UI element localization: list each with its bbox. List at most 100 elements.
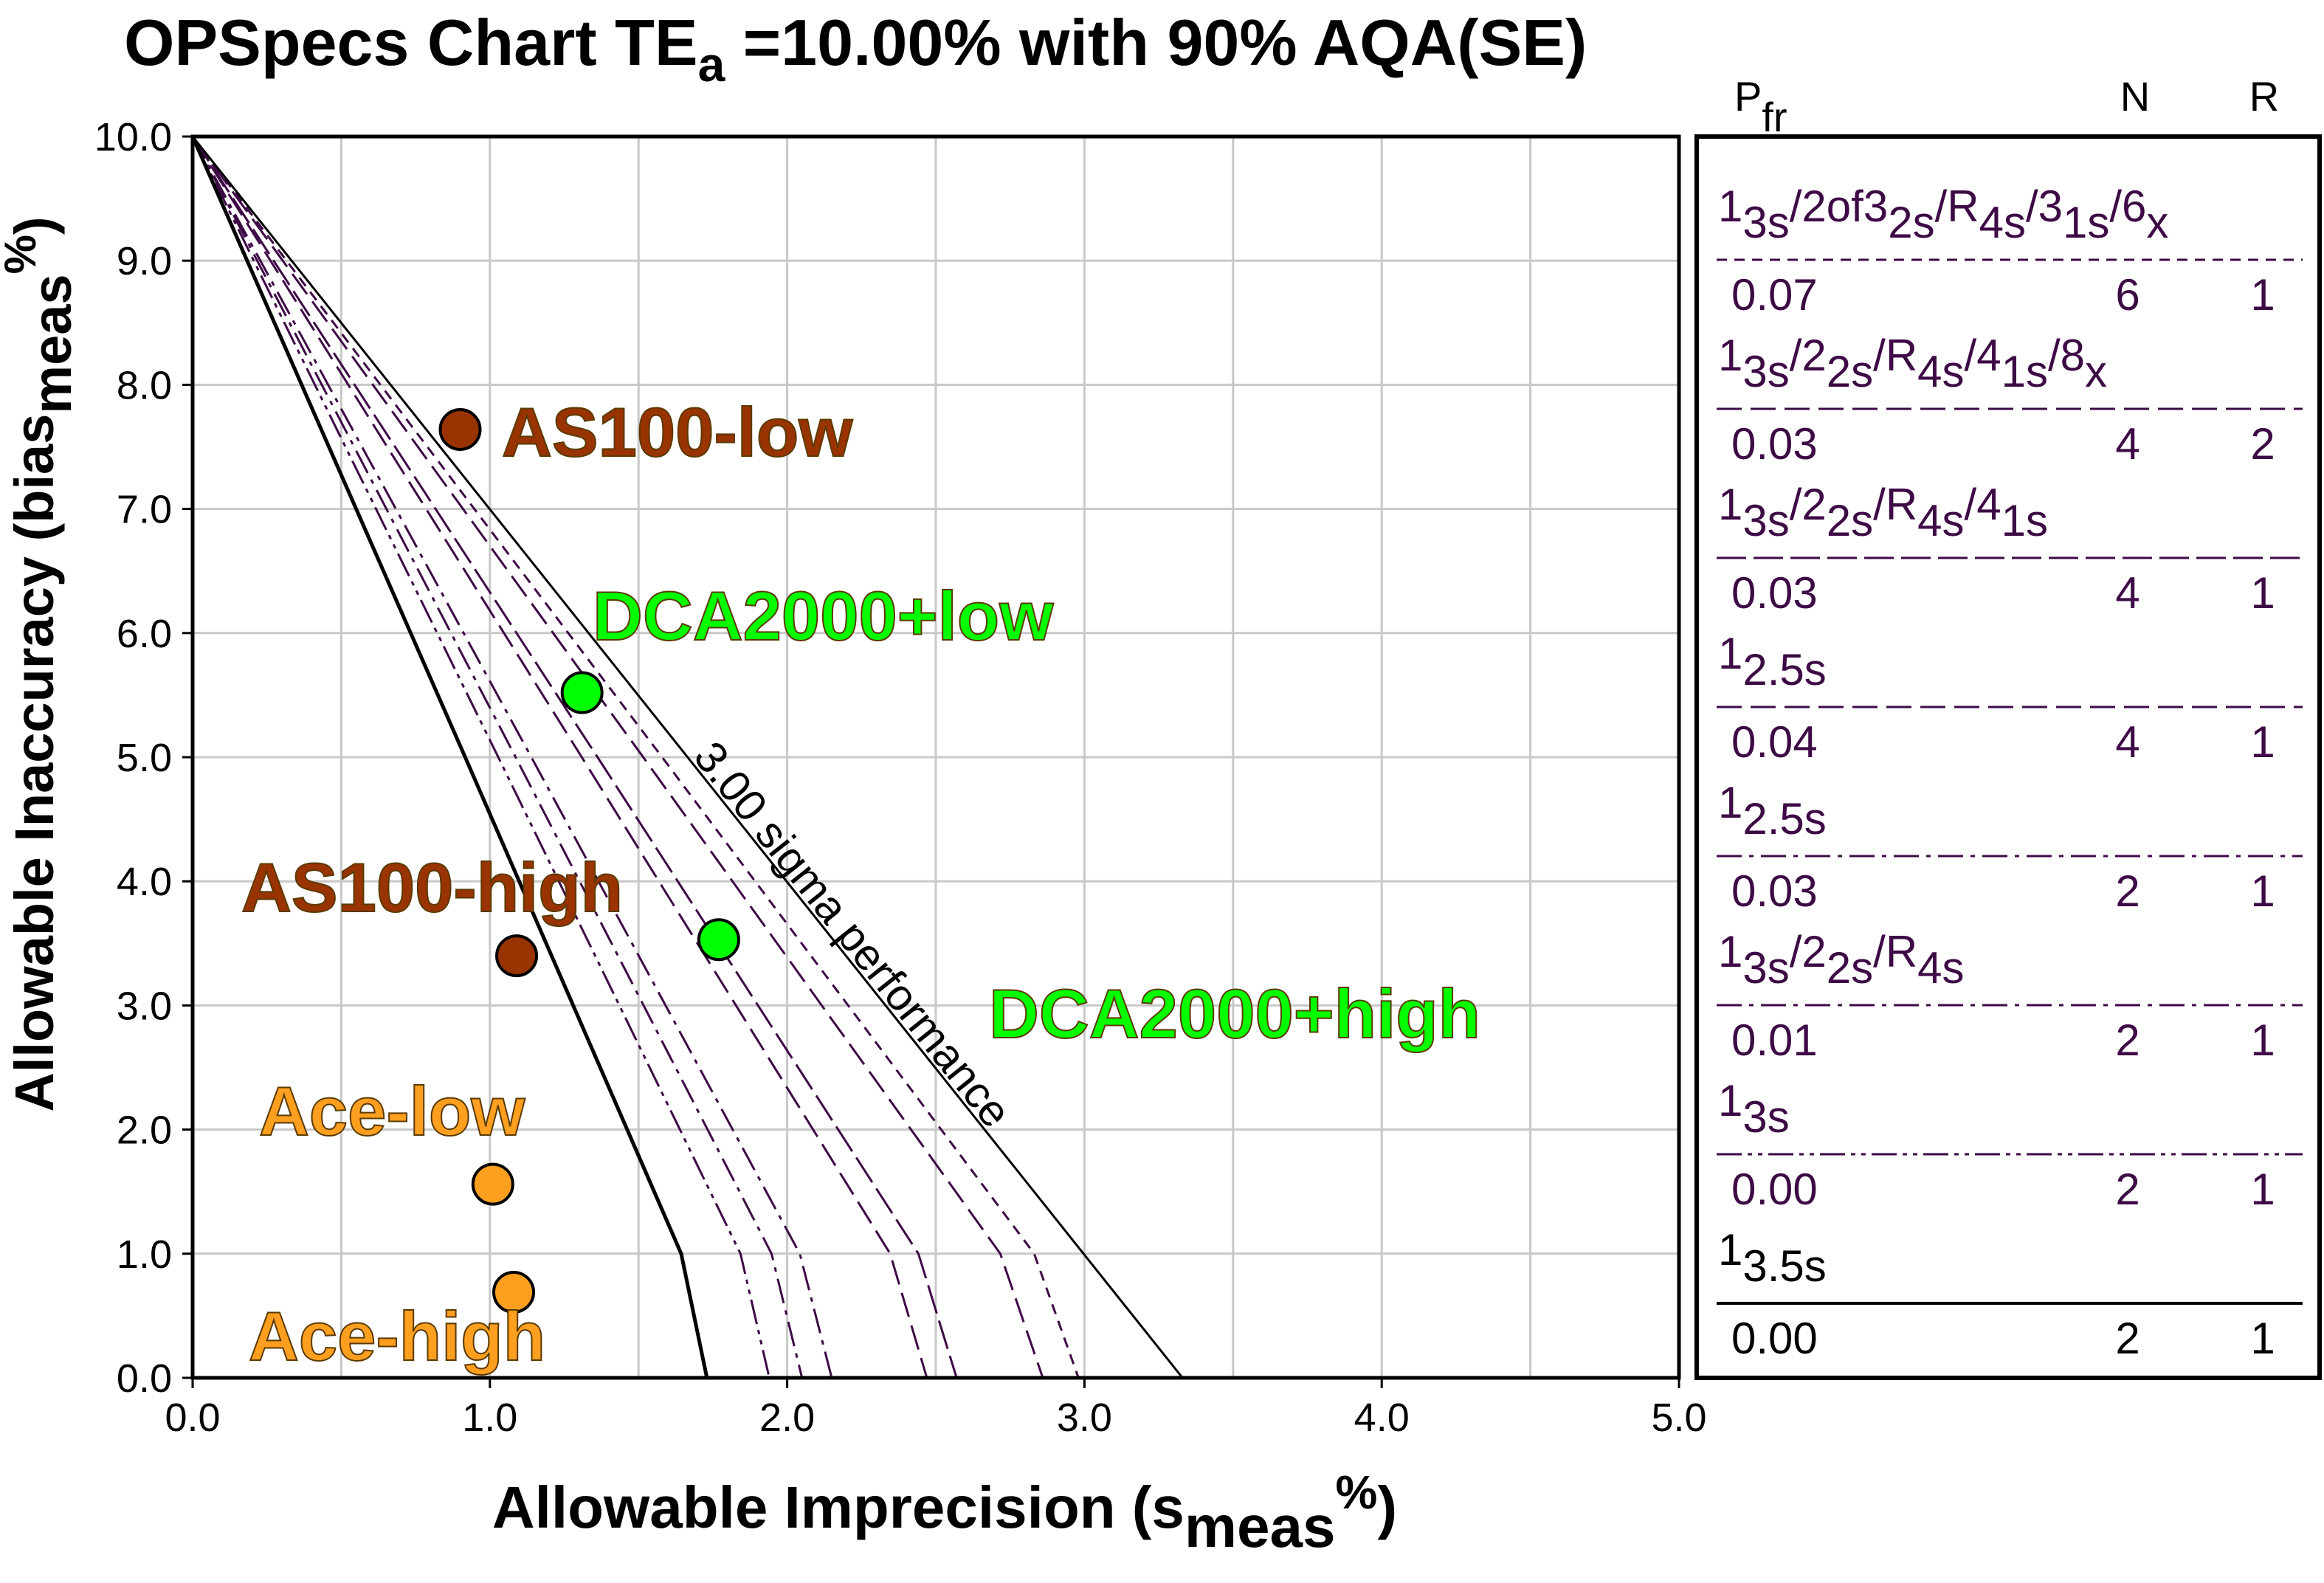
data-point-label: AS100-low [502, 393, 853, 471]
rule-line [191, 136, 928, 1379]
legend-rule-label: 13s [1718, 1076, 1790, 1142]
legend-pfr-value: 0.01 [1731, 1015, 1818, 1065]
legend-label-part: 3.5s [1742, 1241, 1826, 1291]
legend-label-part: /2of3 [1790, 182, 1888, 231]
legend-label-part: 2s [1827, 347, 1873, 396]
rule-line [191, 136, 833, 1379]
legend-label-part: 2s [1888, 198, 1934, 247]
data-point-label: Ace-low [259, 1072, 525, 1150]
y-tick-label: 6.0 [117, 612, 172, 656]
legend-label-part: /6 [2109, 182, 2146, 231]
sigma-line [191, 136, 1184, 1379]
data-point-label: DCA2000+high [989, 975, 1480, 1052]
legend-label-part: /4 [1965, 480, 2001, 529]
legend-label-part: 3s [1742, 943, 1789, 993]
legend-label-part: 1s [2001, 496, 2048, 545]
legend-r-value: 2 [2250, 419, 2275, 469]
legend-n-value: 2 [2115, 866, 2139, 916]
y-tick-label: 0.0 [117, 1356, 172, 1401]
legend-label-part: /2 [1790, 331, 1827, 380]
legend-label-part: /8 [2048, 331, 2085, 380]
legend-label-part: /R [1873, 480, 1917, 529]
legend-n-value: 4 [2115, 717, 2139, 767]
legend-header-pfr: Pfr [1734, 73, 1787, 140]
data-point [471, 1162, 514, 1206]
x-tick-label: 0.0 [165, 1396, 220, 1440]
legend-n-value: 4 [2115, 568, 2139, 618]
legend-label-part: /3 [2026, 182, 2063, 231]
chart-title: OPSpecs Chart TEa =10.00% with 90% AQA(S… [124, 6, 1587, 92]
legend-header-r: R [2249, 73, 2279, 120]
data-point [495, 934, 539, 978]
y-tick-label: 2.0 [117, 1108, 172, 1153]
data-points: AS100-low DCA2000+low AS100-high DCA2000+hi… [241, 393, 1481, 1376]
legend-pfr-value: 0.03 [1731, 866, 1818, 916]
legend-r-value: 1 [2250, 270, 2275, 320]
legend-n-value: 6 [2115, 270, 2139, 320]
legend-r-value: 1 [2250, 1015, 2275, 1065]
legend-label-part: 4s [1979, 198, 2026, 247]
legend-label-part: 1s [2001, 347, 2048, 396]
rule-line [191, 136, 958, 1379]
data-point-label: AS100-high [241, 849, 623, 926]
x-tick-label: 4.0 [1354, 1396, 1410, 1440]
data-point [697, 918, 740, 962]
data-point-label: Ace-high [249, 1297, 545, 1375]
legend-pfr-value: 0.04 [1731, 717, 1818, 767]
legend-rule-label: 13s/2of32s/R4s/31s/6x [1718, 182, 2168, 247]
data-point [560, 671, 604, 714]
x-tick-label: 3.0 [1057, 1396, 1112, 1440]
legend-n-value: 4 [2115, 419, 2139, 469]
legend-pfr-value: 0.03 [1731, 419, 1818, 469]
legend-label-part: /R [1935, 182, 1979, 231]
legend-label-part: 3s [1742, 198, 1789, 247]
legend-label-part: /4 [1965, 331, 2001, 380]
x-tick-label: 2.0 [759, 1396, 815, 1440]
rule-line [190, 135, 709, 1379]
y-tick-label: 3.0 [117, 984, 172, 1028]
legend-label-part: 1 [1718, 331, 1742, 380]
legend-label-part: /R [1873, 331, 1917, 380]
x-tick-label: 5.0 [1651, 1396, 1706, 1440]
y-tick-label: 4.0 [117, 860, 172, 904]
legend-n-value: 2 [2115, 1314, 2139, 1363]
legend-rule-label: 13s/22s/R4s [1718, 927, 1965, 993]
legend-rule-label: 12.5s [1718, 778, 1827, 844]
legend: Pfr N R 13s/2of32s/R4s/31s/6x0.07 6 113s/2… [1694, 73, 2322, 1380]
legend-header-n: N [2120, 73, 2150, 120]
legend-label-part: 4s [1917, 347, 1964, 396]
legend-pfr-value: 0.00 [1731, 1165, 1818, 1214]
legend-label-part: 1 [1718, 182, 1742, 231]
legend-label-part: x [2146, 198, 2168, 247]
legend-label-part: 1 [1718, 927, 1742, 976]
legend-pfr-value: 0.07 [1731, 270, 1818, 320]
legend-label-part: 2.5s [1742, 794, 1826, 844]
legend-r-value: 1 [2250, 717, 2275, 767]
legend-label-part: 1 [1718, 480, 1742, 529]
legend-label-part: 1s [2063, 198, 2109, 247]
y-tick-label: 8.0 [117, 363, 172, 407]
legend-label-part: x [2085, 347, 2107, 396]
rule-line [191, 136, 804, 1379]
x-tick-label: 1.0 [462, 1396, 517, 1440]
legend-label-part: 2.5s [1742, 645, 1826, 694]
data-point-label: DCA2000+low [593, 577, 1054, 655]
legend-rule-label: 13s/22s/R4s/41s [1718, 480, 2048, 545]
legend-rule-label: 13.5s [1718, 1225, 1827, 1291]
x-axis-label: Allowable Imprecision (smeas%) [492, 1466, 1397, 1559]
legend-r-value: 1 [2250, 1314, 2275, 1363]
legend-rule-label: 12.5s [1718, 629, 1827, 694]
legend-label-part: 3s [1742, 496, 1789, 545]
rule-line [191, 136, 1080, 1379]
y-tick-label: 10.0 [94, 115, 172, 159]
legend-label-part: 3s [1742, 347, 1789, 396]
legend-pfr-value: 0.03 [1731, 568, 1818, 618]
legend-label-part: 1 [1718, 1225, 1742, 1275]
legend-label-part: 3s [1742, 1092, 1789, 1142]
data-point [438, 407, 482, 451]
data-point [492, 1270, 536, 1314]
legend-n-value: 2 [2115, 1165, 2139, 1214]
y-tick-label: 1.0 [117, 1232, 172, 1277]
legend-label-part: 2s [1827, 943, 1873, 993]
